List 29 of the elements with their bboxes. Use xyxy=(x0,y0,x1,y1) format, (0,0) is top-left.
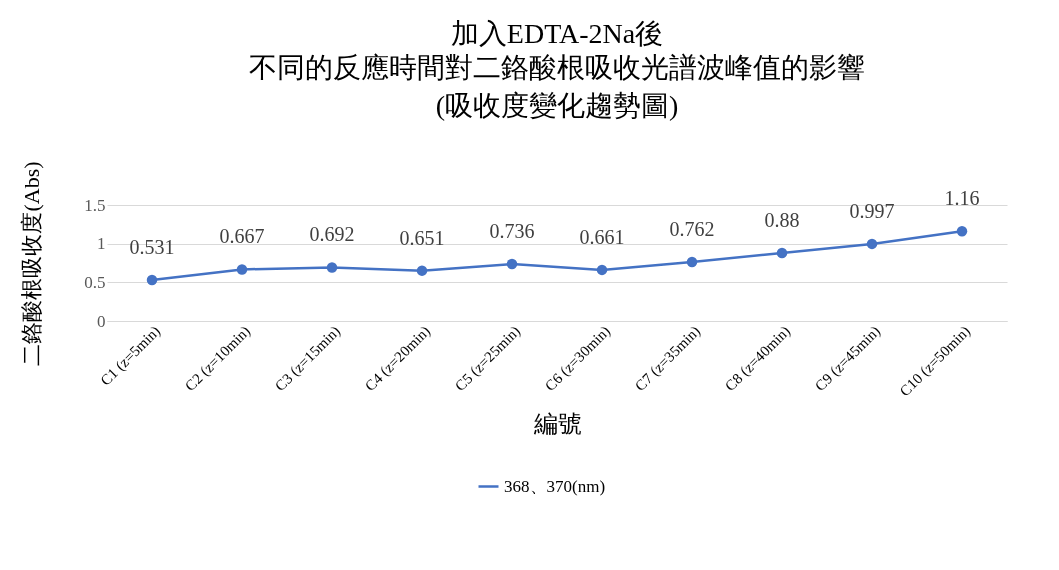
point xyxy=(596,264,608,276)
chart-subtitle: 不同的反應時間對二鉻酸根吸收光譜波峰值的影響(吸收度變化趨勢圖) xyxy=(249,51,865,121)
data-label: 0.651 xyxy=(399,226,445,249)
data-label: 0.667 xyxy=(219,225,265,248)
data-label: 0.88 xyxy=(764,208,800,231)
point xyxy=(506,258,518,270)
x-axis-title: 編號 xyxy=(532,411,582,438)
data-label: 0.762 xyxy=(669,218,715,241)
y-tick-label: 0.5 xyxy=(84,272,106,292)
point xyxy=(686,256,698,268)
point xyxy=(866,238,878,250)
data-label: 0.736 xyxy=(489,220,535,243)
point xyxy=(146,274,158,286)
data-label: 1.16 xyxy=(944,187,980,210)
y-tick-label: 0 xyxy=(97,311,106,331)
data-label: 0.661 xyxy=(579,225,625,248)
y-axis-title: 二鉻酸根吸收度(Abs) xyxy=(19,161,45,366)
point xyxy=(416,265,428,276)
point xyxy=(326,262,338,273)
chart-title: 加入EDTA-2Na後 xyxy=(450,17,664,49)
point xyxy=(236,264,248,275)
data-label: 0.692 xyxy=(309,223,355,246)
data-label: 0.531 xyxy=(129,235,175,258)
data-label: 0.997 xyxy=(849,199,895,222)
y-tick-label: 1.5 xyxy=(84,195,106,215)
point xyxy=(956,226,968,237)
y-tick-label: 1 xyxy=(97,234,106,254)
point xyxy=(776,247,788,259)
legend-label: 368、370(nm) xyxy=(504,476,606,496)
